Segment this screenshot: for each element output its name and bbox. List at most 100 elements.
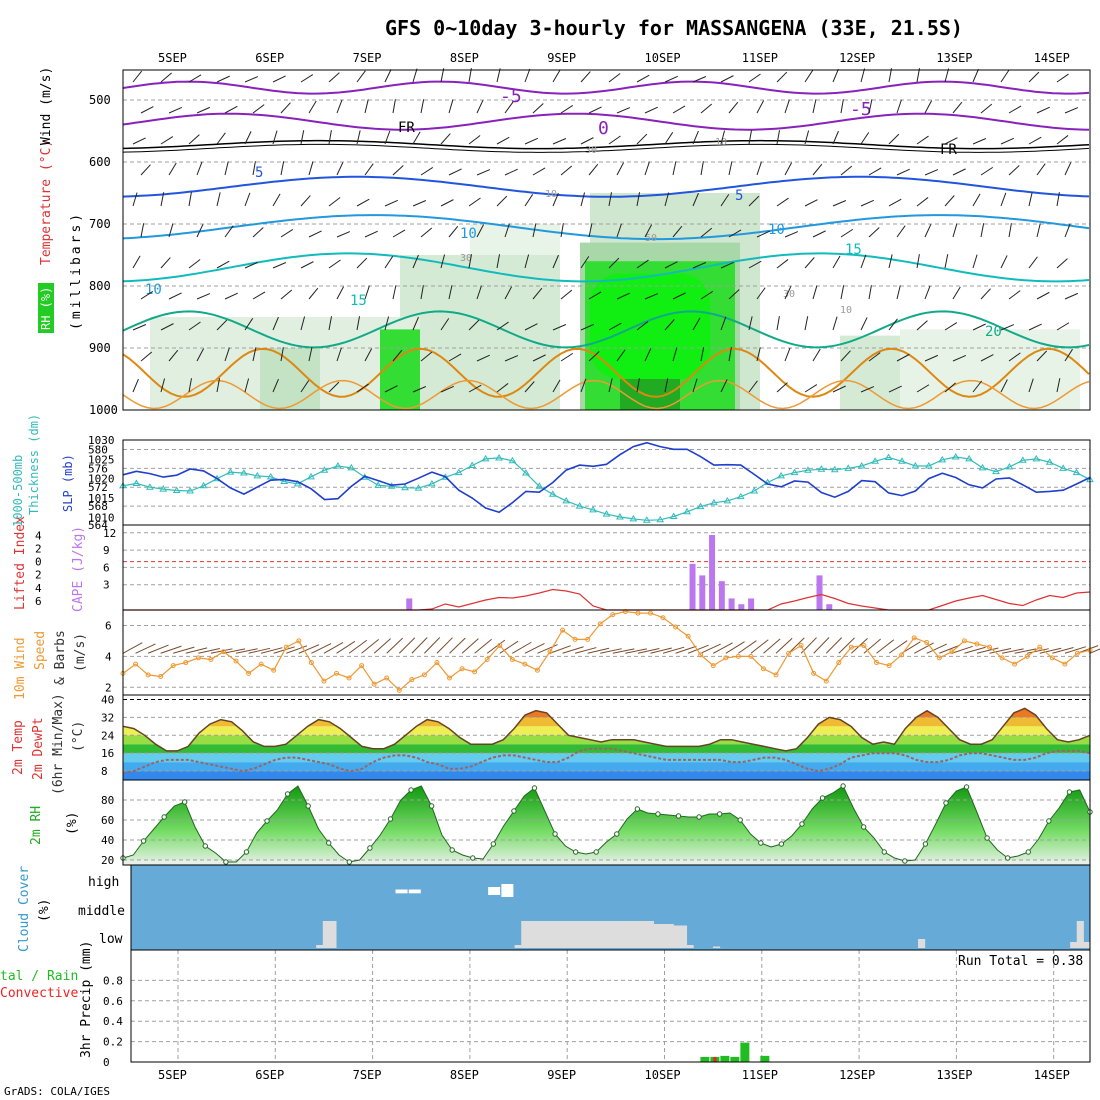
- wind-speed-point: [421, 672, 427, 678]
- wind-barb: [812, 348, 821, 362]
- wind-barb: [244, 261, 259, 269]
- wind-barb: [924, 100, 933, 114]
- wind-speed-point: [748, 653, 754, 659]
- precip-total-label: tal / Rain: [0, 969, 78, 984]
- wind-barb: [1036, 223, 1041, 238]
- wind-barb: [672, 292, 686, 300]
- wind-speed-point: [434, 660, 440, 666]
- isotherm-line: [122, 80, 1090, 95]
- wind-speed-point: [233, 658, 239, 664]
- cape-tick: 12: [103, 527, 116, 540]
- wind-barb: [776, 197, 789, 207]
- wind-speed-point: [308, 660, 314, 666]
- low-cloud-fill: [646, 921, 654, 948]
- wind-barb: [616, 107, 631, 114]
- rh-point: [264, 818, 270, 824]
- rh-point: [1025, 849, 1031, 855]
- wind-barb: [748, 73, 761, 83]
- precip-panel: 0 0.2 0.4 0.6 0.8 Run Total = 0.38 tal / Rain C…: [0, 941, 1091, 1069]
- wind-barb: [687, 644, 709, 654]
- thickness-label: 1000-500mb: [11, 455, 25, 527]
- wind-speed-line: [122, 610, 1091, 692]
- cape-tick: 3: [103, 579, 110, 592]
- wind-barb: [700, 161, 704, 176]
- wind-barb: [1052, 647, 1074, 654]
- date-label-top: 6SEP: [255, 51, 284, 65]
- wind-barb: [356, 316, 361, 331]
- wind-speed-point: [1062, 661, 1068, 667]
- wind-speed-point: [823, 678, 829, 684]
- rh-point: [408, 787, 414, 793]
- wind-barb: [625, 648, 647, 654]
- temperature-label: 2m DewPt: [31, 717, 46, 780]
- temperature-label: 2m Temp: [11, 720, 26, 775]
- rh-contour-label: 10: [545, 189, 557, 200]
- precip-total-bar: [740, 1042, 750, 1062]
- wind-barb: [392, 285, 397, 300]
- low-cloud-fill: [547, 921, 555, 948]
- rh-point: [449, 847, 455, 853]
- wind-barb: [328, 130, 332, 145]
- thickness-marker: [602, 510, 611, 517]
- wind-barb: [784, 286, 792, 300]
- wind-barb: [476, 224, 485, 238]
- wind-barb: [252, 347, 257, 362]
- wind-barb: [1064, 646, 1087, 654]
- wind-barb: [532, 223, 537, 238]
- thickness-marker: [186, 487, 195, 494]
- wind-barb: [692, 378, 698, 393]
- wind-barb: [552, 379, 561, 393]
- chart-title: GFS 0~10day 3-hourly for MASSANGENA (33E…: [385, 16, 963, 40]
- wind-barb: [308, 100, 317, 114]
- wind-barb: [468, 197, 481, 207]
- wind-barb: [913, 642, 934, 654]
- wind-barb: [552, 324, 567, 331]
- wind-barb: [616, 162, 625, 176]
- slp-line: [122, 441, 1091, 514]
- wind-barb: [1056, 73, 1069, 83]
- wind-panel: 2 4 6 10m Wind Speed & Barbs (m/s): [13, 609, 1100, 700]
- wind-barb: [364, 348, 373, 362]
- date-label-top: 7SEP: [353, 51, 382, 65]
- wind-barb: [1056, 258, 1068, 269]
- pressure-tick: 900: [89, 341, 111, 355]
- wind-barb: [461, 638, 479, 654]
- wind-barb: [496, 383, 509, 393]
- low-cloud-fill: [686, 945, 694, 948]
- wind-barb: [612, 648, 635, 654]
- wind-barb: [860, 254, 867, 269]
- wind-barb: [588, 106, 602, 114]
- rh-shading: [400, 255, 560, 410]
- wind-barb: [436, 637, 453, 654]
- wind-barb: [420, 99, 425, 114]
- slp-tick: 1015: [88, 492, 115, 505]
- precip-axis-label: 3hr Precip (mm): [79, 941, 94, 1058]
- wind-barb: [888, 640, 908, 654]
- low-cloud-fill: [593, 921, 602, 948]
- wind-barb: [888, 254, 893, 269]
- precip-tick: 0.4: [103, 1015, 123, 1028]
- date-label-bottom: 12SEP: [839, 1068, 875, 1082]
- wind-speed-point: [698, 652, 704, 658]
- wind-barb: [756, 287, 766, 300]
- low-cloud-fill: [918, 939, 926, 948]
- temperature-label: Temperature (°C): [39, 140, 54, 265]
- temperature-line: [122, 707, 1091, 752]
- date-label-bottom: 7SEP: [353, 1068, 382, 1082]
- rh-point: [1046, 818, 1052, 824]
- cape-label: CAPE (J/kg): [71, 526, 86, 612]
- wind-barb: [868, 227, 880, 238]
- high-cloud-fill: [395, 889, 408, 894]
- date-label-bottom: 9SEP: [547, 1068, 576, 1082]
- wind-barb: [188, 259, 201, 269]
- rh-point: [881, 849, 887, 855]
- wind-barb: [728, 161, 733, 176]
- thickness-marker: [508, 456, 517, 464]
- wind-barb: [725, 641, 745, 654]
- wind-barb: [300, 380, 310, 393]
- thickness-marker: [1045, 458, 1054, 465]
- wind-speed-point: [861, 643, 867, 649]
- wind-speed-point: [585, 636, 591, 642]
- wind-barb: [812, 99, 817, 114]
- thickness-label: Thickness (dm): [27, 414, 41, 515]
